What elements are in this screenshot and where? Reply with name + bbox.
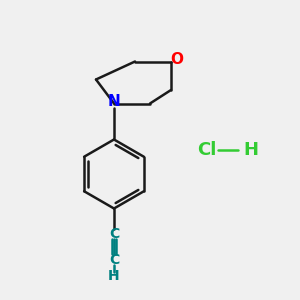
Text: H: H [108, 269, 120, 283]
Text: O: O [170, 52, 183, 68]
Text: Cl: Cl [196, 141, 216, 159]
Text: C: C [109, 253, 119, 266]
Text: N: N [108, 94, 120, 110]
Text: H: H [243, 141, 258, 159]
Text: C: C [109, 227, 119, 241]
